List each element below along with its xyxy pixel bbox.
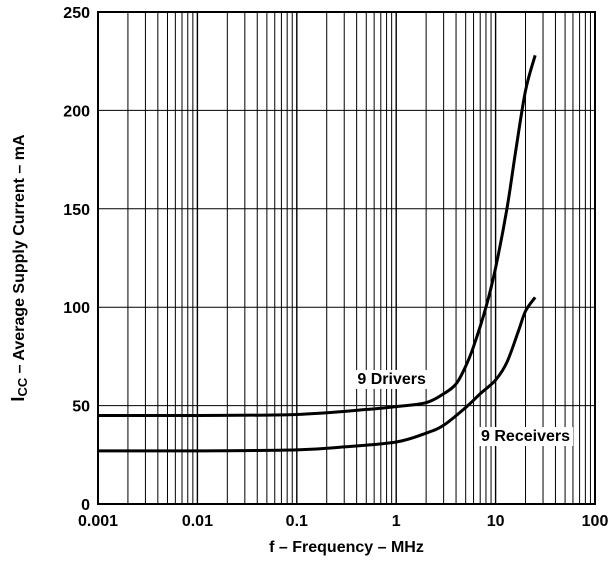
series-label-group: 9 Receivers [478, 427, 574, 447]
x-tick-label: 0.1 [286, 513, 308, 530]
x-tick-label: 1 [392, 513, 401, 530]
y-tick-label: 250 [63, 5, 90, 22]
series-label-group: 9 Drivers [354, 369, 429, 389]
y-axis-title: ICC – Average Supply Current – mA [8, 134, 30, 402]
series-line-drivers [97, 54, 537, 418]
series-label: 9 Drivers [357, 371, 426, 388]
x-tick-label: 0.001 [78, 513, 118, 530]
x-axis-title: f – Frequency – MHz [269, 539, 424, 556]
x-tick-label: 100 [582, 513, 609, 530]
minor-grid [127, 12, 591, 504]
y-axis-title-rest: – Average Supply Current – mA [11, 134, 28, 378]
y-axis-title-sub: CC [15, 377, 30, 396]
y-axis-title-main: I [8, 397, 28, 402]
y-tick-label: 100 [63, 300, 90, 317]
y-tick-label: 150 [63, 202, 90, 219]
y-tick-label: 50 [72, 399, 90, 416]
x-tick-label: 0.01 [182, 513, 213, 530]
series-label-background [354, 369, 429, 389]
tick-labels: 0.001 0.01 0.1 1 10 100 0 50 100 150 200 250 [63, 5, 608, 530]
series-line-receivers [97, 296, 537, 453]
series-layer [97, 54, 537, 453]
y-tick-label: 0 [81, 497, 90, 514]
series-label-background [478, 427, 574, 447]
y-tick-label: 200 [63, 103, 90, 120]
annotation-layer: 9 Drivers 9 Receivers [354, 369, 574, 447]
plot-frame [97, 11, 596, 505]
series-label: 9 Receivers [481, 428, 570, 445]
x-tick-label: 10 [487, 513, 505, 530]
